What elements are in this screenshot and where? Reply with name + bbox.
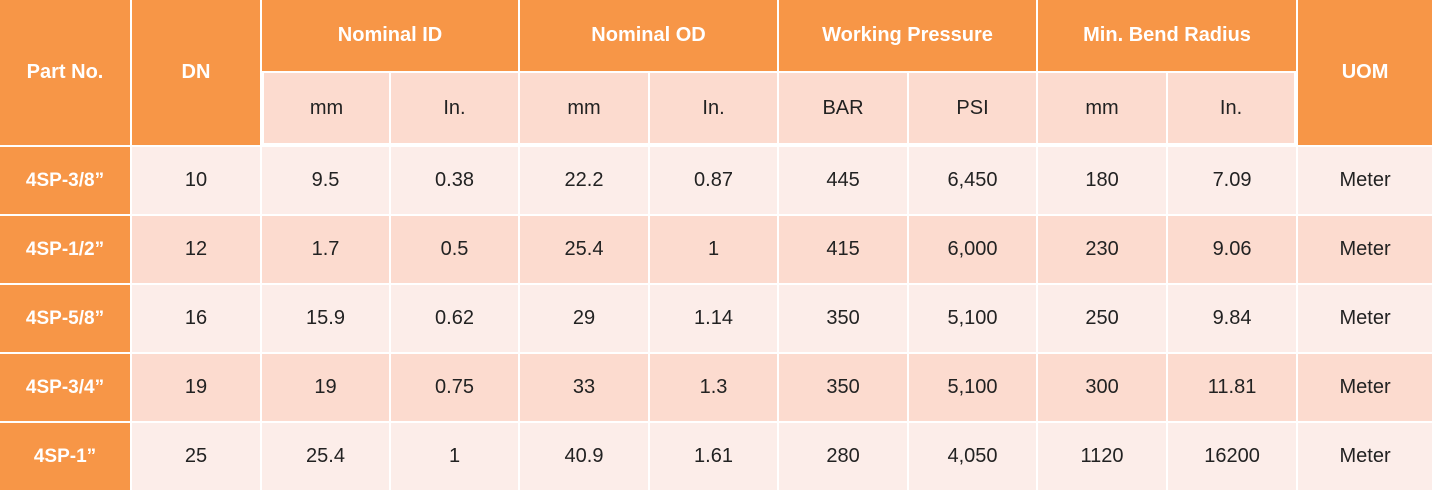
header-nominal-od: Nominal OD [520, 0, 780, 73]
table-cell: 25.4 [262, 423, 391, 492]
table-row: 4SP-1/2” 12 1.7 0.5 25.4 1 415 6,000 230… [0, 216, 1432, 285]
table-cell: 1.61 [650, 423, 780, 492]
unit-cell: In. [650, 73, 780, 147]
part-number-cell: 4SP-3/8” [0, 147, 132, 216]
table-cell: 19 [132, 354, 262, 423]
table-row: 4SP-5/8” 16 15.9 0.62 29 1.14 350 5,100 … [0, 285, 1432, 354]
table-row: 4SP-1” 25 25.4 1 40.9 1.61 280 4,050 112… [0, 423, 1432, 492]
table-cell: 25.4 [520, 216, 651, 285]
table-cell: 0.62 [391, 285, 521, 354]
unit-cell: BAR [779, 73, 910, 147]
table-cell: 0.5 [391, 216, 521, 285]
table-cell: 11.81 [1168, 354, 1299, 423]
table-cell: 230 [1038, 216, 1169, 285]
header-working-pressure: Working Pressure [779, 0, 1039, 73]
table-cell: 22.2 [520, 147, 651, 216]
uom-cell: Meter [1298, 423, 1432, 492]
uom-cell: Meter [1298, 216, 1432, 285]
table-cell: 7.09 [1168, 147, 1299, 216]
unit-cell: In. [1168, 73, 1299, 147]
table-cell: 1 [391, 423, 521, 492]
table-cell: 1120 [1038, 423, 1169, 492]
table-cell: 350 [779, 354, 910, 423]
header-nominal-id: Nominal ID [262, 0, 521, 73]
table-cell: 1.14 [650, 285, 780, 354]
header-row-units: mm In. mm In. BAR PSI mm In. [0, 73, 1432, 147]
table-cell: 4,050 [909, 423, 1039, 492]
table-cell: 9.06 [1168, 216, 1299, 285]
table-cell: 29 [520, 285, 651, 354]
table-cell: 1.7 [262, 216, 391, 285]
unit-cell: mm [1038, 73, 1169, 147]
table-row: 4SP-3/8” 10 9.5 0.38 22.2 0.87 445 6,450… [0, 147, 1432, 216]
header-part-no: Part No. [0, 0, 132, 147]
unit-cell: mm [520, 73, 651, 147]
header-dn: DN [132, 0, 262, 147]
unit-cell: PSI [909, 73, 1039, 147]
table-cell: 10 [132, 147, 262, 216]
table-cell: 6,000 [909, 216, 1039, 285]
part-number-cell: 4SP-1” [0, 423, 132, 492]
table-cell: 5,100 [909, 285, 1039, 354]
table-cell: 40.9 [520, 423, 651, 492]
table-cell: 250 [1038, 285, 1169, 354]
unit-cell: In. [391, 73, 521, 147]
part-number-cell: 4SP-1/2” [0, 216, 132, 285]
part-number-cell: 4SP-3/4” [0, 354, 132, 423]
table-cell: 12 [132, 216, 262, 285]
table-row: 4SP-3/4” 19 19 0.75 33 1.3 350 5,100 300… [0, 354, 1432, 423]
table-cell: 300 [1038, 354, 1169, 423]
table-cell: 16 [132, 285, 262, 354]
table-cell: 9.84 [1168, 285, 1299, 354]
table-cell: 19 [262, 354, 391, 423]
uom-cell: Meter [1298, 285, 1432, 354]
table-cell: 6,450 [909, 147, 1039, 216]
header-min-bend-radius: Min. Bend Radius [1038, 0, 1299, 73]
table-cell: 33 [520, 354, 651, 423]
part-number-cell: 4SP-5/8” [0, 285, 132, 354]
table-cell: 5,100 [909, 354, 1039, 423]
table-cell: 0.87 [650, 147, 780, 216]
table-cell: 16200 [1168, 423, 1299, 492]
table-cell: 415 [779, 216, 910, 285]
table-cell: 1.3 [650, 354, 780, 423]
uom-cell: Meter [1298, 147, 1432, 216]
table-cell: 350 [779, 285, 910, 354]
table-cell: 280 [779, 423, 910, 492]
table-cell: 0.75 [391, 354, 521, 423]
table-cell: 9.5 [262, 147, 391, 216]
table-cell: 180 [1038, 147, 1169, 216]
header-uom: UOM [1298, 0, 1432, 147]
table-cell: 1 [650, 216, 780, 285]
table-cell: 445 [779, 147, 910, 216]
uom-cell: Meter [1298, 354, 1432, 423]
header-row-group: Part No. DN Nominal ID Nominal OD Workin… [0, 0, 1432, 147]
table-cell: 15.9 [262, 285, 391, 354]
unit-cell: mm [262, 73, 391, 147]
table-cell: 0.38 [391, 147, 521, 216]
table-cell: 25 [132, 423, 262, 492]
